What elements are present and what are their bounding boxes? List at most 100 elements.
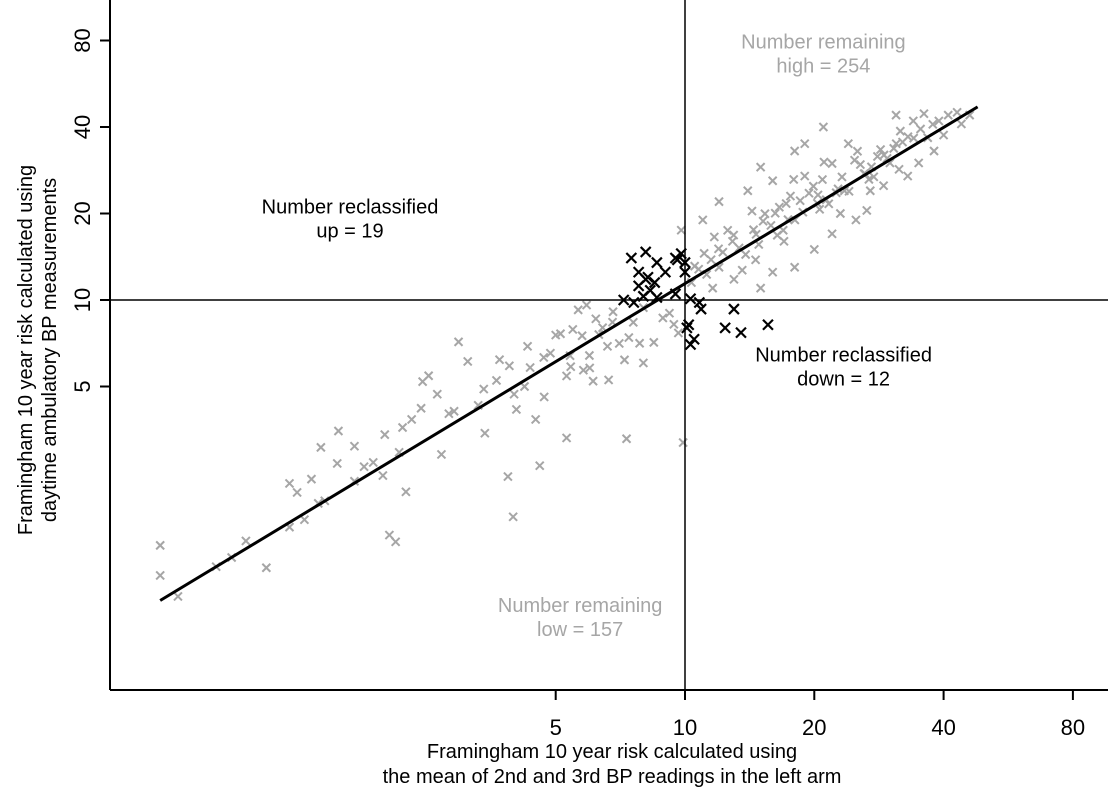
data-point-remaining	[401, 487, 411, 497]
data-point-remaining	[919, 108, 929, 119]
x-tick-label: 80	[1061, 715, 1085, 740]
data-point-remaining	[535, 461, 545, 471]
data-point-remaining	[843, 138, 854, 149]
data-point-remaining	[624, 332, 634, 343]
data-point-remaining	[432, 389, 442, 399]
data-point-remaining	[809, 244, 820, 255]
data-point-remaining	[568, 324, 578, 335]
data-point-reclassified	[762, 318, 774, 331]
data-point-remaining	[928, 119, 938, 129]
data-point-remaining	[591, 314, 601, 324]
data-point-remaining	[760, 209, 770, 219]
data-point-remaining	[508, 512, 518, 522]
data-point-reclassified	[628, 296, 640, 309]
x-tick-label: 20	[802, 715, 826, 740]
data-point-remaining	[814, 204, 825, 215]
data-point-remaining	[737, 265, 747, 275]
data-point-reclassified	[684, 338, 697, 351]
data-point-remaining	[895, 126, 906, 136]
data-point-remaining	[561, 433, 572, 443]
y-tick-label: 80	[70, 28, 95, 52]
data-point-remaining	[292, 487, 302, 498]
data-point-remaining	[649, 337, 659, 348]
data-point-remaining	[915, 124, 926, 134]
x-tick-label: 40	[931, 715, 955, 740]
data-point-remaining	[755, 162, 766, 172]
annotation-text: Number remaining	[741, 32, 906, 54]
data-point-remaining	[359, 461, 369, 472]
data-point-remaining	[417, 376, 428, 387]
data-point-remaining	[767, 267, 778, 277]
data-point-reclassified	[648, 276, 661, 289]
data-point-remaining	[676, 225, 686, 235]
remaining-points-group	[155, 107, 975, 602]
data-point-remaining	[837, 172, 847, 182]
data-point-reclassified	[639, 273, 652, 286]
data-point-remaining	[299, 514, 310, 525]
data-point-reclassified	[688, 333, 700, 346]
data-point-remaining	[755, 283, 766, 293]
annotation-text: low = 157	[537, 619, 623, 641]
data-point-remaining	[817, 174, 828, 185]
data-point-remaining	[390, 537, 401, 547]
data-point-remaining	[491, 375, 502, 386]
data-point-remaining	[781, 198, 791, 209]
data-point-remaining	[818, 122, 829, 132]
data-point-remaining	[453, 337, 464, 347]
data-point-remaining	[463, 356, 473, 367]
data-point-remaining	[808, 181, 819, 191]
data-point-remaining	[658, 313, 668, 323]
data-point-remaining	[480, 428, 490, 438]
data-point-remaining	[934, 116, 944, 126]
data-point-remaining	[378, 470, 388, 481]
data-point-remaining	[789, 174, 799, 185]
data-point-remaining	[827, 158, 837, 169]
data-point-remaining	[852, 146, 863, 156]
y-ticks-group: 5 10 20 40 80	[70, 28, 110, 393]
data-point-remaining	[766, 220, 776, 231]
data-point-remaining	[956, 119, 967, 129]
data-point-reclassified	[693, 296, 706, 309]
data-point-remaining	[530, 414, 541, 425]
data-point-reclassified	[639, 246, 652, 258]
data-point-remaining	[173, 591, 183, 602]
data-point-remaining	[621, 434, 632, 444]
x-tick-label: 5	[550, 715, 562, 740]
data-point-reclassified	[625, 252, 638, 264]
data-point-remaining	[891, 110, 901, 120]
y-tick-label: 40	[70, 115, 95, 139]
data-point-remaining	[908, 116, 918, 126]
data-point-remaining	[504, 361, 515, 371]
data-point-remaining	[522, 341, 533, 352]
data-point-remaining	[628, 317, 639, 328]
data-point-remaining	[669, 319, 679, 330]
data-point-reclassified	[719, 322, 731, 334]
y-axis-title-line-1: Framingham 10 year risk calculated using	[15, 165, 37, 535]
data-point-remaining	[545, 348, 556, 358]
data-point-remaining	[479, 384, 489, 394]
data-point-remaining	[261, 563, 272, 573]
data-point-remaining	[284, 478, 295, 489]
data-point-reclassified	[684, 292, 697, 305]
data-point-remaining	[789, 262, 800, 272]
data-point-remaining	[894, 164, 904, 175]
data-point-remaining	[938, 130, 949, 140]
data-point-remaining	[824, 199, 834, 209]
data-point-reclassified	[695, 303, 707, 315]
data-point-remaining	[851, 215, 861, 225]
data-point-remaining	[333, 426, 344, 436]
data-point-remaining	[889, 143, 899, 154]
annotation-text: Number remaining	[498, 595, 663, 617]
data-point-remaining	[714, 196, 724, 207]
data-point-remaining	[581, 300, 592, 310]
data-point-remaining	[835, 208, 846, 219]
data-point-remaining	[332, 458, 342, 469]
data-point-remaining	[602, 341, 613, 352]
data-point-remaining	[929, 146, 939, 156]
annotation-text: Number reclassified	[262, 197, 439, 219]
data-point-remaining	[603, 375, 614, 385]
data-point-reclassified	[651, 256, 663, 269]
data-point-remaining	[707, 283, 718, 293]
x-tick-label: 10	[673, 715, 697, 740]
